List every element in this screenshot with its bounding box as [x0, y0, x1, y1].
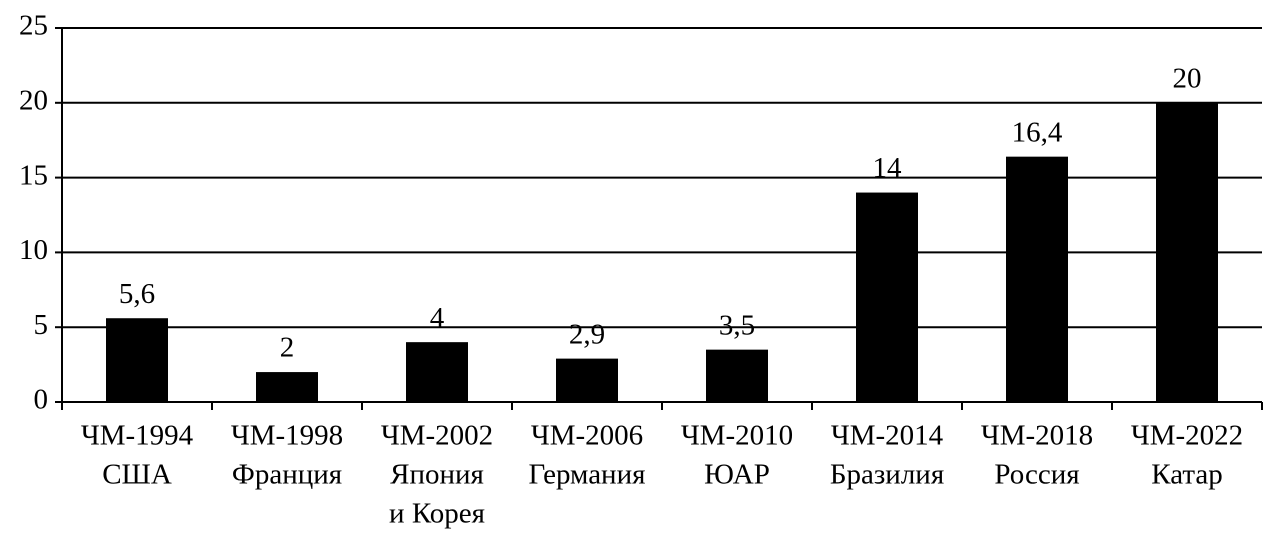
y-tick-label: 0 — [34, 384, 49, 416]
bar — [856, 192, 918, 402]
x-tick-label: Катар — [1151, 459, 1222, 491]
data-label: 20 — [1173, 62, 1202, 94]
data-label: 14 — [873, 152, 903, 184]
data-label: 3,5 — [719, 309, 755, 341]
bar — [256, 372, 318, 402]
bar — [106, 318, 168, 402]
data-label: 16,4 — [1012, 116, 1063, 148]
x-tick-label: Япония — [390, 459, 484, 491]
y-tick-label: 25 — [19, 10, 48, 42]
x-tick-label: ЧМ-2022 — [1131, 420, 1243, 452]
y-tick-label: 10 — [19, 234, 48, 266]
y-tick-label: 15 — [19, 159, 48, 191]
x-tick-label: ЧМ-2002 — [381, 420, 493, 452]
x-tick-label: ЧМ-2014 — [831, 420, 944, 452]
x-tick-label: Германия — [529, 459, 646, 491]
bar — [556, 358, 618, 402]
x-tick-label: США — [102, 459, 172, 491]
x-tick-label: и Корея — [389, 498, 485, 530]
x-tick-label: ЧМ-2006 — [531, 420, 643, 452]
x-tick-label: ЧМ-1998 — [231, 420, 343, 452]
bar — [1006, 156, 1068, 402]
data-label: 5,6 — [119, 278, 155, 310]
bar — [706, 349, 768, 402]
data-label: 2,9 — [569, 318, 605, 350]
bar — [406, 342, 468, 402]
x-tick-label: Бразилия — [830, 459, 944, 491]
x-tick-label: ЧМ-2018 — [981, 420, 1093, 452]
x-tick-label: Россия — [994, 459, 1079, 491]
data-label: 2 — [280, 332, 295, 364]
y-tick-label: 5 — [34, 309, 49, 341]
x-tick-label: Франция — [232, 459, 342, 491]
x-tick-label: ЮАР — [704, 459, 770, 491]
bar — [1156, 102, 1218, 403]
x-tick-label: ЧМ-1994 — [81, 420, 194, 452]
x-tick-label: ЧМ-2010 — [681, 420, 793, 452]
y-tick-label: 20 — [19, 84, 48, 116]
data-label: 4 — [430, 302, 445, 334]
